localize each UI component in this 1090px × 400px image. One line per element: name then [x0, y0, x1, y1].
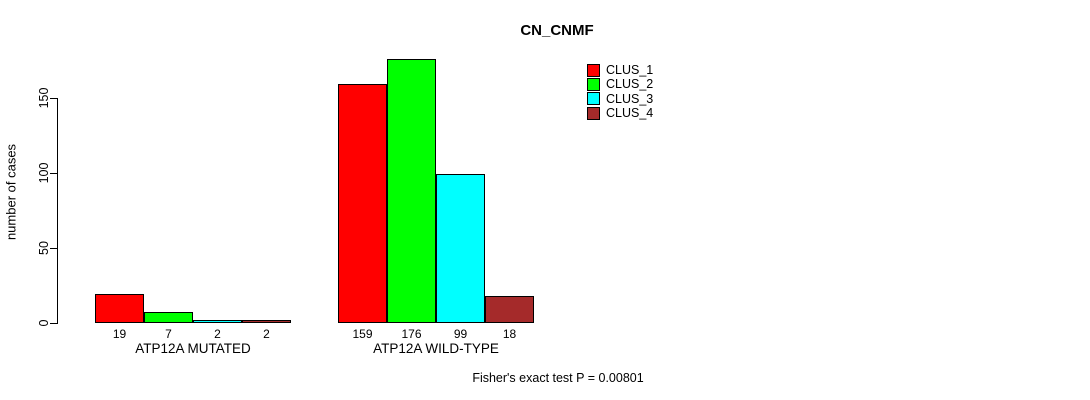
bar-value-label: 7: [165, 327, 172, 341]
y-tick-label: 0: [37, 319, 51, 327]
bar-value-label: 2: [263, 327, 270, 341]
y-tick-label: 50: [37, 241, 51, 255]
bar-clus_1: [95, 294, 144, 323]
legend-row: CLUS_4: [587, 106, 653, 120]
bar-clus_2: [387, 59, 436, 323]
legend-row: CLUS_1: [587, 63, 653, 77]
y-tick-mark: [50, 323, 57, 324]
legend-swatch-icon: [587, 106, 600, 120]
bar-clus_4: [485, 296, 534, 323]
bar-value-label: 159: [352, 327, 373, 341]
y-tick-mark: [50, 98, 57, 99]
annotation-text: Fisher's exact test P = 0.00801: [472, 371, 644, 385]
y-tick-label: 100: [37, 162, 51, 184]
legend-row: CLUS_3: [587, 92, 653, 106]
bar-clus_3: [436, 174, 485, 323]
legend-label: CLUS_4: [606, 106, 654, 121]
legend-label: CLUS_1: [606, 63, 654, 78]
y-axis-line: [57, 98, 58, 324]
legend-label: CLUS_2: [606, 77, 654, 92]
group-label: ATP12A MUTATED: [135, 341, 251, 356]
legend-swatch-icon: [587, 63, 600, 77]
chart-title: CN_CNMF: [520, 22, 594, 39]
y-tick-mark: [50, 248, 57, 249]
bar-value-label: 19: [112, 327, 127, 341]
bar-clus_4: [242, 320, 291, 323]
bar-value-label: 176: [401, 327, 422, 341]
bar-value-label: 99: [453, 327, 468, 341]
y-tick-label: 150: [37, 87, 51, 109]
group-label: ATP12A WILD-TYPE: [373, 341, 499, 356]
bar-clus_2: [144, 312, 193, 323]
legend: CLUS_1 CLUS_2 CLUS_3 CLUS_4: [587, 63, 653, 120]
bar-clus_3: [193, 320, 242, 323]
legend-row: CLUS_2: [587, 77, 653, 91]
bar-clus_1: [338, 84, 387, 323]
y-tick-mark: [50, 173, 57, 174]
legend-swatch-icon: [587, 77, 600, 91]
legend-swatch-icon: [587, 92, 600, 106]
legend-label: CLUS_3: [606, 91, 654, 106]
bar-value-label: 2: [214, 327, 221, 341]
bar-value-label: 18: [502, 327, 517, 341]
y-axis-label: number of cases: [3, 143, 19, 241]
